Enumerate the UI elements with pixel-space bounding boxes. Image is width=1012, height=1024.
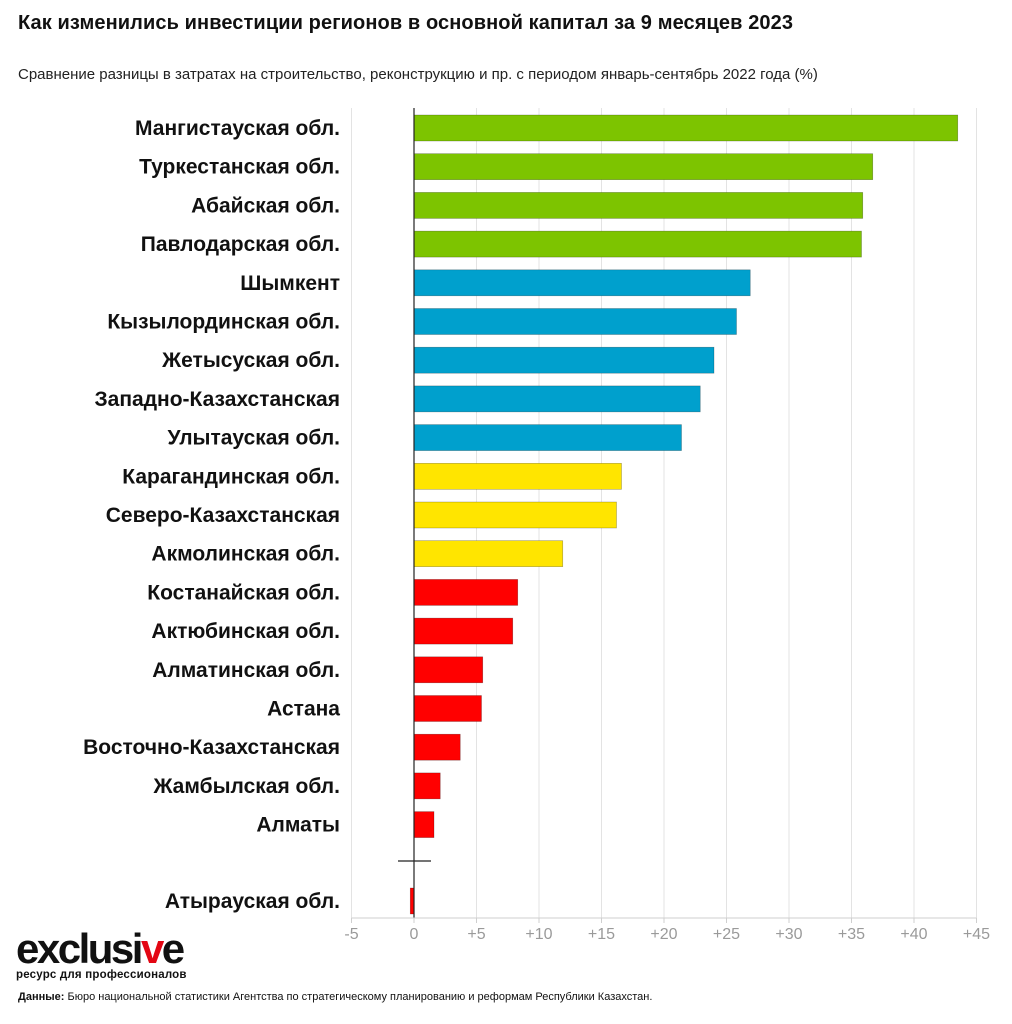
x-tick-label: +5: [467, 926, 485, 943]
category-label: Восточно-Казахстанская: [83, 736, 340, 759]
category-label: Туркестанская обл.: [139, 156, 340, 179]
bar: [413, 424, 682, 451]
category-label: Акмолинская обл.: [151, 543, 340, 566]
bar: [413, 346, 715, 374]
category-label: Абайская обл.: [191, 194, 340, 217]
x-tick-label: 0: [410, 926, 419, 943]
bar: [413, 269, 751, 297]
category-label: Атырауская обл.: [165, 890, 340, 913]
bar: [413, 540, 564, 568]
bar: [413, 501, 617, 529]
x-tick-label: +40: [900, 926, 927, 943]
bar-chart: -5 0 +5 +10 +15 +20 +25 +30 +35 +40 +45 Мангистаус…: [83, 108, 990, 943]
brand-logo: exclusive ресурс для профессионалов: [16, 925, 187, 982]
bar: [413, 462, 622, 490]
category-label: Костанайская обл.: [147, 581, 340, 604]
category-label: Улытауская обл.: [167, 427, 340, 450]
category-label: Павлодарская обл.: [141, 233, 340, 256]
bar: [413, 114, 959, 142]
category-label: Жетысуская обл.: [161, 349, 340, 372]
bar: [413, 617, 514, 645]
category-label: Карагандинская обл.: [122, 465, 340, 488]
x-tick-label: +45: [963, 926, 990, 943]
x-tick-label: +20: [650, 926, 677, 943]
source-label: Данные:: [18, 991, 65, 1003]
bar: [413, 308, 737, 335]
category-label: Северо-Казахстанская: [106, 504, 340, 527]
bars: [409, 114, 959, 915]
category-label: Актюбинская обл.: [151, 620, 340, 643]
category-label: Алматинская обл.: [152, 659, 340, 682]
bar: [413, 772, 441, 800]
logo-tagline: ресурс для профессионалов: [16, 969, 187, 981]
bar: [413, 811, 435, 838]
bar: [413, 192, 864, 219]
source-text: Бюро национальной статистики Агентства п…: [67, 991, 653, 1003]
category-label: Шымкент: [240, 272, 340, 295]
x-tick-label: +25: [713, 926, 740, 943]
bar: [413, 733, 461, 761]
bar: [413, 656, 484, 684]
bar: [413, 230, 862, 258]
bar: [413, 695, 482, 722]
bar: [413, 385, 701, 413]
axes: -5 0 +5 +10 +15 +20 +25 +30 +35 +40 +45: [344, 108, 990, 943]
category-labels: Мангистауская обл. Туркестанская обл. Абай…: [83, 117, 340, 913]
logo-wordmark: exclusive: [16, 925, 185, 972]
x-tick-label: +15: [588, 926, 615, 943]
category-label: Астана: [267, 698, 340, 721]
bar: [413, 579, 519, 606]
chart-subtitle: Сравнение разницы в затратах на строител…: [18, 66, 818, 83]
category-label: Алматы: [256, 814, 340, 837]
data-source-note: Данные: Бюро национальной статистики Аге…: [18, 991, 652, 1003]
x-tick-label: +35: [838, 926, 865, 943]
category-label: Мангистауская обл.: [135, 117, 340, 140]
category-label: Кызылординская обл.: [107, 311, 340, 334]
x-tick-label: +10: [525, 926, 552, 943]
category-label: Жамбылская обл.: [152, 775, 340, 798]
x-tick-label: +30: [775, 926, 802, 943]
x-tick-label: -5: [344, 926, 358, 943]
bar: [413, 153, 874, 180]
category-label: Западно-Казахстанская: [95, 388, 341, 411]
chart-title: Как изменились инвестиции регионов в осн…: [18, 12, 794, 34]
